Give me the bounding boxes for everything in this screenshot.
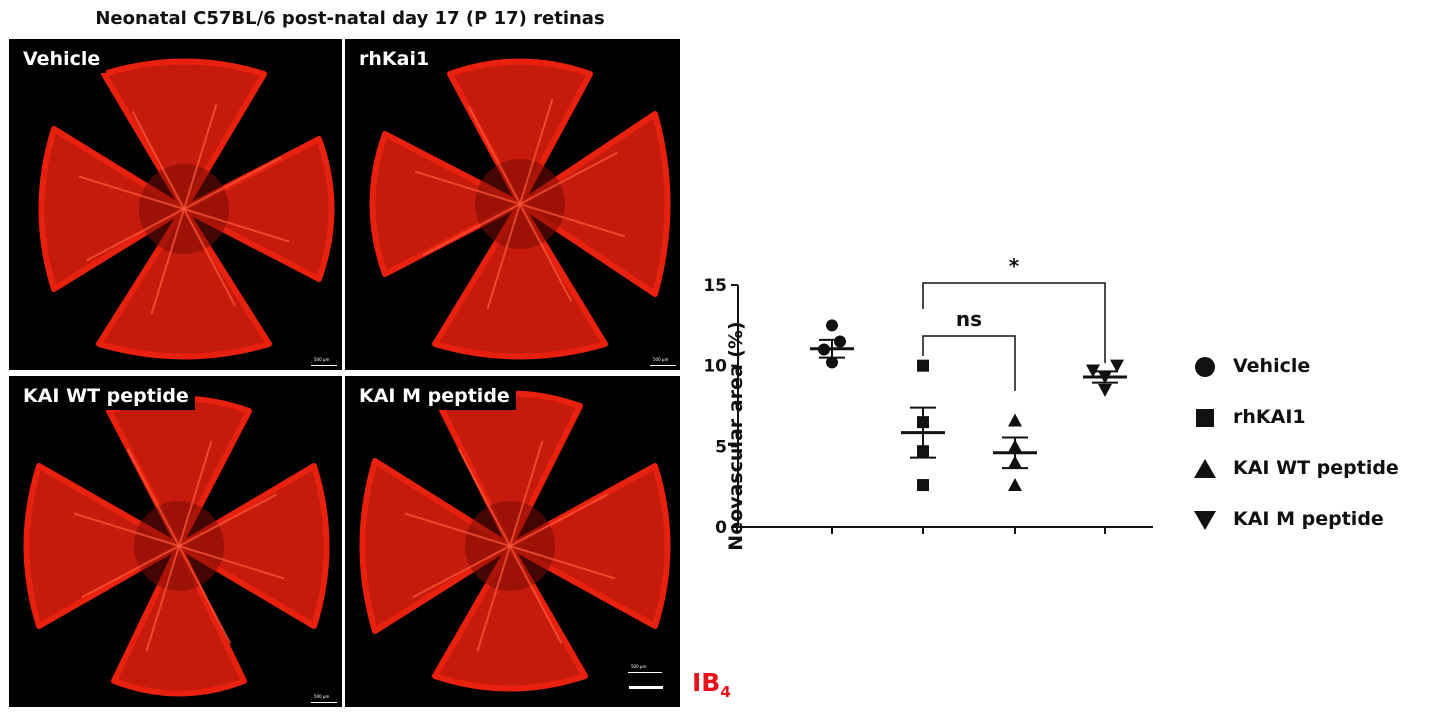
data-point xyxy=(1086,364,1100,378)
vessel xyxy=(178,545,285,580)
legend-label: KAI WT peptide xyxy=(1233,457,1399,479)
vessel xyxy=(519,151,618,205)
significance-bracket: * xyxy=(922,254,1106,363)
data-point xyxy=(1098,383,1112,397)
triangle-down-marker-icon xyxy=(1194,511,1216,530)
vessel xyxy=(509,545,616,580)
significance-bracket: ns xyxy=(922,307,1016,391)
vessel xyxy=(414,170,521,205)
scale-bar-rhkai1 xyxy=(650,365,676,366)
vessel xyxy=(467,106,521,205)
vessel xyxy=(509,493,608,547)
vessel xyxy=(183,103,218,210)
vessel xyxy=(412,545,511,599)
scale-text-kai-wt: 500 μm xyxy=(314,694,330,699)
significance-label: ns xyxy=(956,307,982,331)
vessel xyxy=(131,111,185,210)
scale-bar-kai-m-thin xyxy=(628,672,662,673)
circle-marker-icon xyxy=(1195,357,1215,377)
vessel xyxy=(519,203,573,302)
vessel xyxy=(86,208,185,262)
scale-bar-kai-m xyxy=(629,686,663,689)
scale-text-rhkai1: 500 μm xyxy=(653,357,669,362)
y-tick-label: 0 xyxy=(715,518,727,538)
vessel xyxy=(150,208,185,315)
vessel xyxy=(178,493,277,547)
panel-kai-wt: KAI WT peptide 500 μm xyxy=(9,376,342,707)
retina-image-kai-m xyxy=(359,390,671,692)
data-point xyxy=(1098,370,1112,384)
panel-label-rhkai1: rhKai1 xyxy=(353,45,436,73)
series-1 xyxy=(901,359,945,492)
panel-kai-m: KAI M peptide 500 μm xyxy=(345,376,680,707)
y-tick-label: 10 xyxy=(703,357,727,377)
data-point xyxy=(1008,478,1022,492)
retina-image-kai-wt xyxy=(23,395,330,697)
data-point xyxy=(917,479,929,492)
bracket-line xyxy=(922,335,1016,391)
retina-shape xyxy=(38,58,335,360)
y-tick-label: 15 xyxy=(703,276,727,296)
retina-shape xyxy=(359,390,671,692)
legend-label: KAI M peptide xyxy=(1233,508,1384,530)
data-point xyxy=(1008,413,1022,427)
panel-vehicle: Vehicle 500 μm xyxy=(9,39,342,370)
vessel xyxy=(73,512,180,547)
y-tick-label: 5 xyxy=(715,437,727,457)
retina-shape xyxy=(369,58,671,360)
triangle-up-marker-icon xyxy=(1194,459,1216,478)
vessel xyxy=(183,156,282,210)
data-point xyxy=(826,319,838,332)
series-3 xyxy=(1083,359,1127,397)
retina-tissue xyxy=(359,390,671,692)
vessel xyxy=(81,545,180,599)
vessel xyxy=(422,203,521,257)
panel-label-vehicle: Vehicle xyxy=(17,45,107,73)
data-point xyxy=(917,416,929,429)
bracket-line xyxy=(922,282,1106,363)
vessel xyxy=(519,98,554,205)
legend-label: rhKAI1 xyxy=(1233,406,1306,428)
stain-label: IB4 xyxy=(692,668,731,701)
series-2 xyxy=(993,413,1037,492)
data-point xyxy=(917,359,929,372)
scale-bar-kai-wt xyxy=(311,702,337,703)
data-point xyxy=(917,445,929,458)
vessel xyxy=(486,203,521,310)
panel-label-kai-m: KAI M peptide xyxy=(353,382,516,410)
vessel xyxy=(126,448,180,547)
retina-image-rhkai1 xyxy=(369,58,671,360)
vessel xyxy=(404,512,511,547)
panel-rhkai1: rhKai1 500 μm xyxy=(345,39,680,370)
panel-label-kai-wt: KAI WT peptide xyxy=(17,382,195,410)
data-point xyxy=(1110,359,1124,373)
data-point xyxy=(818,343,830,356)
vessel xyxy=(509,440,544,547)
scale-bar-vehicle xyxy=(311,365,337,366)
vessel xyxy=(457,448,511,547)
retina-shape xyxy=(23,395,330,697)
vessel xyxy=(183,208,290,243)
vessel xyxy=(476,545,511,652)
vessel xyxy=(178,545,232,644)
scale-text-kai-m: 500 μm xyxy=(631,664,647,669)
data-point xyxy=(1008,439,1022,453)
vessel xyxy=(178,440,213,547)
vessel xyxy=(78,175,185,210)
y-axis-label: Neovascular area (%) xyxy=(725,321,747,550)
significance-label: * xyxy=(1009,254,1020,278)
figure-title: Neonatal C57BL/6 post-natal day 17 (P 17… xyxy=(95,8,605,29)
vessel xyxy=(183,208,237,307)
scale-text-vehicle: 500 μm xyxy=(314,357,330,362)
series-0 xyxy=(810,319,854,369)
data-point xyxy=(834,335,846,348)
legend-label: Vehicle xyxy=(1233,355,1311,377)
data-point xyxy=(826,356,838,369)
vessel xyxy=(509,545,563,644)
data-point xyxy=(1008,455,1022,469)
retina-image-vehicle xyxy=(38,58,335,360)
vessel xyxy=(519,203,626,238)
vessel xyxy=(145,545,180,652)
square-marker-icon xyxy=(1196,409,1214,427)
